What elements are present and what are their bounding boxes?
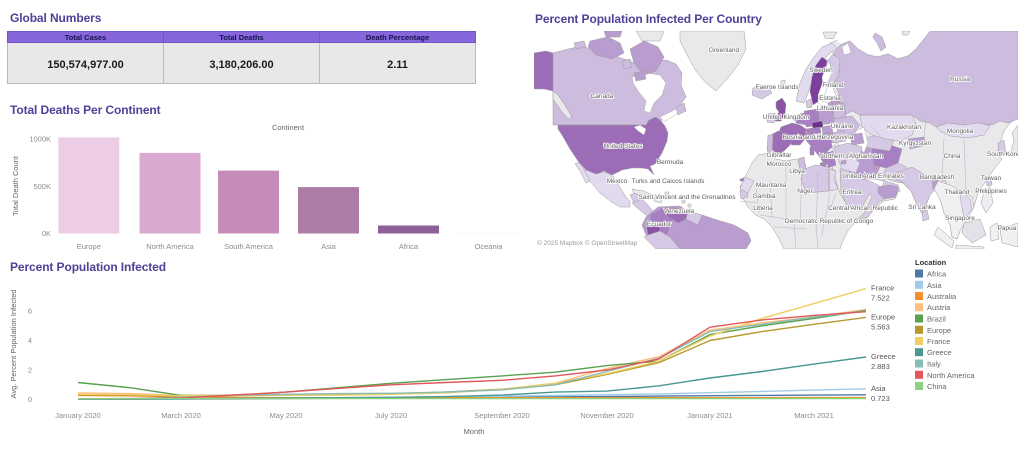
svg-text:6: 6 <box>28 307 32 316</box>
svg-text:Gibraltar: Gibraltar <box>767 152 793 159</box>
svg-text:Bermuda: Bermuda <box>657 159 684 166</box>
svg-text:Asia: Asia <box>871 384 886 393</box>
svg-text:Greece: Greece <box>927 348 952 357</box>
svg-text:May 2020: May 2020 <box>270 411 303 420</box>
svg-text:Africa: Africa <box>399 242 419 251</box>
svg-text:March 2021: March 2021 <box>794 411 834 420</box>
svg-text:Afghanistan: Afghanistan <box>849 153 884 160</box>
svg-text:Saint Vincent and the Grenadin: Saint Vincent and the Grenadines <box>638 194 736 201</box>
svg-text:Location: Location <box>915 258 947 267</box>
svg-text:South Korea: South Korea <box>987 151 1018 158</box>
svg-text:Bosnia and Herzegovina: Bosnia and Herzegovina <box>783 134 854 141</box>
svg-text:Gambia: Gambia <box>753 193 776 200</box>
svg-text:Mexico: Mexico <box>607 178 628 185</box>
svg-text:Venezuela: Venezuela <box>664 208 695 215</box>
svg-text:Morocco: Morocco <box>767 161 792 168</box>
svg-text:0K: 0K <box>42 229 51 238</box>
svg-text:Sweden: Sweden <box>809 67 833 74</box>
svg-text:500K: 500K <box>33 182 51 191</box>
svg-text:North America: North America <box>146 242 194 251</box>
svg-text:Democratic Republic of Congo: Democratic Republic of Congo <box>785 218 874 225</box>
svg-text:Ecuador: Ecuador <box>647 221 672 228</box>
svg-text:North America: North America <box>927 371 975 380</box>
svg-text:© 2025 Mapbox © OpenStreetMap: © 2025 Mapbox © OpenStreetMap <box>537 239 638 247</box>
svg-text:2: 2 <box>28 366 32 375</box>
svg-text:United States: United States <box>603 143 643 150</box>
svg-text:Bangladesh: Bangladesh <box>920 174 955 181</box>
svg-text:Avg. Percent Population Infect: Avg. Percent Population Infected <box>9 289 18 398</box>
svg-text:France: France <box>927 337 950 346</box>
svg-text:1000K: 1000K <box>29 135 51 144</box>
svg-text:United Kingdom: United Kingdom <box>763 114 809 121</box>
svg-text:France: France <box>871 284 894 293</box>
svg-text:Niger: Niger <box>797 188 813 195</box>
svg-text:Greece: Greece <box>871 352 896 361</box>
svg-text:0: 0 <box>28 395 32 404</box>
svg-text:Mauritania: Mauritania <box>756 182 787 189</box>
svg-text:Oceania: Oceania <box>475 242 504 251</box>
svg-text:4: 4 <box>28 336 32 345</box>
svg-text:Kazakhstan: Kazakhstan <box>887 124 921 131</box>
svg-text:Europe: Europe <box>871 312 895 321</box>
svg-text:Taiwan: Taiwan <box>981 175 1002 182</box>
svg-text:Singapore: Singapore <box>945 215 975 222</box>
svg-text:Mongolia: Mongolia <box>947 128 974 135</box>
svg-text:Greenland: Greenland <box>709 47 740 54</box>
svg-text:Brazil: Brazil <box>927 315 946 324</box>
svg-text:Austria: Austria <box>927 303 951 312</box>
svg-text:Europe: Europe <box>927 326 951 335</box>
svg-text:Europe: Europe <box>77 242 101 251</box>
svg-text:Thailand: Thailand <box>945 189 970 196</box>
svg-text:China: China <box>944 153 961 160</box>
svg-text:Papua: Papua <box>998 225 1017 232</box>
svg-text:Eritrea: Eritrea <box>842 189 862 196</box>
svg-text:January 2020: January 2020 <box>55 411 100 420</box>
svg-text:Asia: Asia <box>321 242 336 251</box>
svg-text:South America: South America <box>224 242 274 251</box>
svg-text:Finland: Finland <box>822 82 844 89</box>
svg-text:Faeroe Islands: Faeroe Islands <box>756 84 800 91</box>
svg-text:Asia: Asia <box>927 281 942 290</box>
svg-text:January 2021: January 2021 <box>687 411 732 420</box>
svg-text:Northern Cyprus: Northern Cyprus <box>819 153 867 160</box>
svg-text:Ukraine: Ukraine <box>831 123 854 130</box>
svg-text:7.522: 7.522 <box>871 294 890 303</box>
svg-text:Philippines: Philippines <box>975 188 1007 195</box>
svg-text:United Arab Emirates: United Arab Emirates <box>842 173 904 180</box>
svg-text:Libya: Libya <box>789 168 805 175</box>
svg-text:Central African Republic: Central African Republic <box>828 205 898 212</box>
svg-text:Australia: Australia <box>927 292 957 301</box>
svg-text:September 2020: September 2020 <box>474 411 529 420</box>
svg-text:Canada: Canada <box>591 93 614 100</box>
svg-text:Africa: Africa <box>927 270 947 279</box>
svg-text:5.563: 5.563 <box>871 322 890 331</box>
svg-text:Continent: Continent <box>272 123 305 132</box>
svg-text:Total Death Count: Total Death Count <box>11 155 20 216</box>
svg-text:Turks and Caicos Islands: Turks and Caicos Islands <box>632 178 705 185</box>
svg-text:Liberia: Liberia <box>753 205 773 212</box>
svg-text:Kyrgyzstan: Kyrgyzstan <box>899 140 932 147</box>
svg-text:Month: Month <box>464 427 485 436</box>
svg-text:November 2020: November 2020 <box>580 411 633 420</box>
svg-text:Russia: Russia <box>950 76 970 83</box>
svg-text:Italy: Italy <box>927 360 941 369</box>
svg-text:Sri Lanka: Sri Lanka <box>908 204 936 211</box>
svg-text:Estonia: Estonia <box>819 95 841 102</box>
svg-text:0.723: 0.723 <box>871 394 890 403</box>
svg-text:March 2020: March 2020 <box>161 411 201 420</box>
svg-text:July 2020: July 2020 <box>375 411 407 420</box>
svg-text:2.883: 2.883 <box>871 362 890 371</box>
svg-text:China: China <box>927 382 947 391</box>
svg-text:Lithuania: Lithuania <box>817 105 844 112</box>
